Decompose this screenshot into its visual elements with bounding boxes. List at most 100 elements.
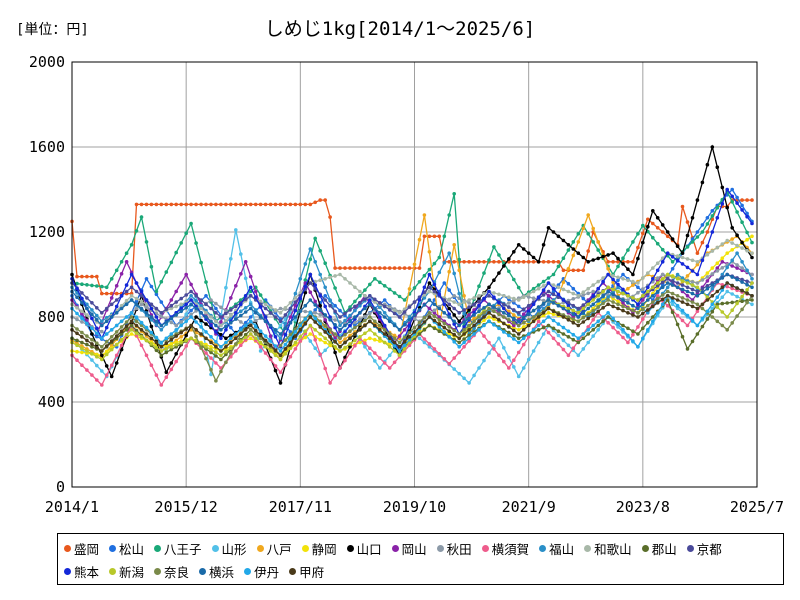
data-point: [710, 249, 715, 253]
data-point: [646, 224, 650, 229]
data-point: [576, 340, 581, 345]
data-point: [576, 294, 581, 298]
legend-marker: [256, 545, 264, 552]
data-point: [169, 367, 174, 372]
data-point: [387, 353, 392, 358]
data-point: [134, 281, 139, 285]
data-point: [139, 343, 144, 348]
data-point: [606, 285, 610, 290]
data-point: [680, 204, 685, 209]
data-point: [273, 368, 278, 373]
data-point: [492, 309, 496, 314]
data-point: [665, 303, 670, 308]
data-point: [531, 308, 536, 313]
data-point: [611, 287, 615, 292]
data-point: [750, 294, 754, 298]
data-point: [159, 202, 164, 207]
data-point: [417, 298, 422, 302]
data-point: [710, 315, 715, 319]
data-point: [526, 323, 531, 328]
data-point: [546, 276, 551, 280]
data-point: [318, 337, 323, 342]
data-point: [487, 258, 491, 262]
data-point: [144, 338, 149, 343]
data-point: [338, 349, 342, 353]
data-point: [109, 347, 114, 352]
data-point: [457, 268, 462, 273]
data-point: [541, 288, 546, 292]
data-point: [680, 287, 685, 292]
data-point: [144, 305, 149, 310]
data-point: [407, 287, 412, 291]
data-point: [104, 332, 109, 336]
data-point: [243, 276, 248, 281]
data-point: [229, 346, 233, 351]
data-point: [670, 267, 675, 271]
data-point: [119, 343, 124, 348]
data-point: [467, 301, 471, 305]
data-point: [695, 302, 700, 307]
data-point: [710, 283, 715, 287]
data-point: [209, 367, 213, 372]
data-point: [660, 272, 665, 277]
data-point: [234, 202, 238, 207]
legend-marker: [289, 568, 297, 575]
data-point: [313, 283, 318, 287]
data-point: [427, 298, 432, 302]
data-point: [675, 281, 680, 285]
data-point: [631, 313, 635, 317]
data-point: [571, 291, 576, 296]
data-point: [407, 318, 412, 322]
data-point: [407, 330, 412, 335]
data-point: [670, 310, 675, 315]
data-point: [710, 209, 715, 213]
data-point: [626, 333, 630, 338]
data-point: [174, 304, 178, 309]
data-point: [675, 277, 680, 281]
data-point: [586, 232, 590, 236]
data-point: [745, 237, 749, 242]
data-point: [536, 319, 541, 324]
data-point: [631, 308, 635, 313]
data-point: [447, 251, 452, 255]
data-point: [750, 234, 754, 239]
data-point: [174, 300, 178, 304]
data-point: [695, 306, 700, 311]
data-point: [234, 336, 238, 341]
data-point: [397, 311, 402, 315]
data-point: [621, 328, 625, 332]
data-point: [268, 357, 273, 362]
data-point: [139, 320, 144, 325]
data-point: [402, 266, 407, 270]
data-point: [621, 323, 625, 328]
data-point: [303, 321, 308, 326]
legend-item: 八戸: [256, 539, 292, 558]
data-point: [725, 187, 729, 192]
data-point: [422, 337, 427, 341]
data-point: [636, 332, 640, 336]
data-point: [715, 289, 720, 294]
data-point: [234, 228, 238, 232]
data-point: [358, 317, 362, 322]
data-point: [174, 334, 178, 338]
data-point: [502, 306, 506, 311]
data-point: [75, 295, 79, 300]
data-point: [159, 383, 164, 387]
data-point: [646, 271, 650, 275]
data-point: [273, 308, 278, 312]
data-point: [179, 202, 183, 207]
data-point: [566, 335, 571, 339]
data-point: [95, 354, 99, 359]
data-point: [745, 198, 749, 202]
data-point: [432, 308, 437, 313]
data-point: [636, 298, 640, 302]
data-point: [209, 335, 213, 339]
data-point: [139, 215, 144, 219]
data-point: [561, 298, 566, 302]
data-point: [556, 322, 561, 326]
data-point: [487, 315, 491, 319]
data-point: [85, 349, 89, 353]
data-point: [591, 258, 595, 262]
data-point: [328, 381, 332, 385]
data-point: [363, 266, 367, 270]
